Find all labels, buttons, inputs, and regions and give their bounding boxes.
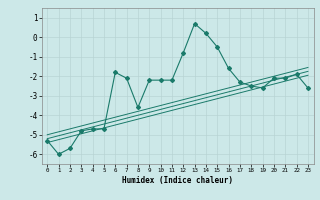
X-axis label: Humidex (Indice chaleur): Humidex (Indice chaleur)	[122, 176, 233, 185]
